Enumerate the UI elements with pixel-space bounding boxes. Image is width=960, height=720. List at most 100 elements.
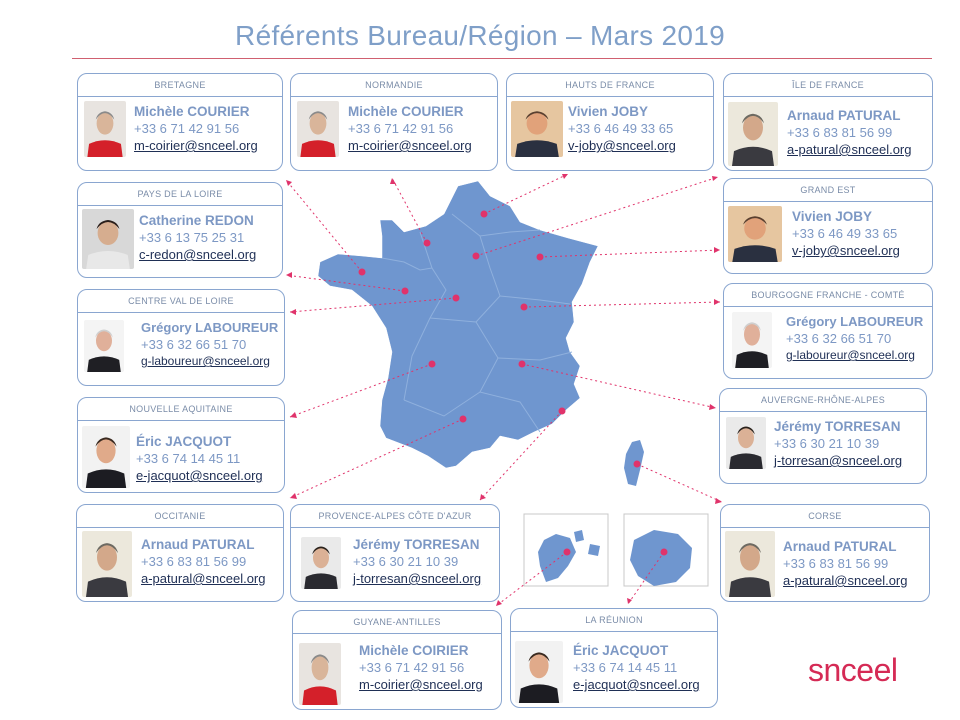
contact-phone: +33 6 74 14 45 11 bbox=[136, 451, 241, 466]
photo-man-grey bbox=[725, 531, 775, 597]
card-normandie: NORMANDIE Michèle COURIER +33 6 71 42 91… bbox=[290, 73, 498, 171]
photo-man-young bbox=[726, 417, 766, 469]
contact-email-link[interactable]: g-laboureur@snceel.org bbox=[141, 354, 270, 368]
contact-email-link[interactable]: a-patural@snceel.org bbox=[141, 571, 266, 586]
contact-phone: +33 6 30 21 10 39 bbox=[353, 554, 459, 569]
region-label: GUYANE-ANTILLES bbox=[293, 611, 501, 634]
card-pays-de-la-loire: PAYS DE LA LOIRE Catherine REDON +33 6 1… bbox=[77, 182, 283, 278]
contact-email-link[interactable]: a-patural@snceel.org bbox=[787, 142, 912, 157]
contact-name: Éric JACQUOT bbox=[573, 643, 669, 658]
card-grand-est: GRAND EST Vivien JOBY +33 6 46 49 33 65 … bbox=[723, 178, 933, 274]
photo-woman-red bbox=[297, 101, 339, 157]
region-label: BOURGOGNE FRANCHE - COMTÉ bbox=[724, 284, 932, 307]
contact-phone: +33 6 71 42 91 56 bbox=[359, 660, 465, 675]
card-centre-val-de-loire: CENTRE VAL DE LOIRE Grégory LABOUREUR +3… bbox=[77, 289, 285, 386]
card-ile-de-france: ÎLE DE FRANCE Arnaud PATURAL +33 6 83 81… bbox=[723, 73, 933, 171]
contact-name: Catherine REDON bbox=[139, 213, 254, 228]
contact-name: Jérémy TORRESAN bbox=[353, 537, 480, 552]
card-guyane-antilles: GUYANE-ANTILLES Michèle COIRIER +33 6 71… bbox=[292, 610, 502, 710]
contact-email-link[interactable]: e-jacquot@snceel.org bbox=[573, 677, 700, 692]
contact-name: Arnaud PATURAL bbox=[141, 537, 255, 552]
contact-phone: +33 6 83 81 56 99 bbox=[787, 125, 893, 140]
photo-woman-red bbox=[84, 101, 126, 157]
card-hauts-de-france: HAUTS DE FRANCE Vivien JOBY +33 6 46 49 … bbox=[506, 73, 714, 171]
region-label: NORMANDIE bbox=[291, 74, 497, 97]
contact-name: Éric JACQUOT bbox=[136, 434, 232, 449]
region-label: PROVENCE-ALPES CÔTE D'AZUR bbox=[291, 505, 499, 528]
photo-man-bald bbox=[511, 101, 563, 157]
card-provence-alpes-cote-dazur: PROVENCE-ALPES CÔTE D'AZUR Jérémy TORRES… bbox=[290, 504, 500, 602]
connector-lines bbox=[285, 173, 723, 607]
contact-name: Grégory LABOUREUR bbox=[786, 314, 924, 329]
contact-phone: +33 6 32 66 51 70 bbox=[141, 337, 247, 352]
contact-phone: +33 6 46 49 33 65 bbox=[568, 121, 674, 136]
photo-man-white bbox=[84, 320, 124, 372]
contact-phone: +33 6 74 14 45 11 bbox=[573, 660, 678, 675]
photo-man-suit bbox=[515, 641, 563, 703]
region-label: CENTRE VAL DE LOIRE bbox=[78, 290, 284, 313]
card-la-reunion: LA RÉUNION Éric JACQUOT +33 6 74 14 45 1… bbox=[510, 608, 718, 708]
title-divider bbox=[72, 58, 932, 59]
contact-phone: +33 6 71 42 91 56 bbox=[134, 121, 240, 136]
contact-email-link[interactable]: m-coirier@snceel.org bbox=[134, 138, 258, 153]
contact-phone: +33 6 83 81 56 99 bbox=[141, 554, 247, 569]
contact-name: Vivien JOBY bbox=[568, 104, 649, 119]
region-dots bbox=[358, 210, 668, 556]
contact-email-link[interactable]: g-laboureur@snceel.org bbox=[786, 348, 915, 362]
photo-man-grey bbox=[82, 531, 132, 597]
contact-name: Jérémy TORRESAN bbox=[774, 419, 901, 434]
card-bourgogne-franche-comte: BOURGOGNE FRANCHE - COMTÉ Grégory LABOUR… bbox=[723, 283, 933, 379]
photo-man-young bbox=[301, 537, 341, 589]
region-label: OCCITANIE bbox=[77, 505, 283, 528]
contact-email-link[interactable]: j-torresan@snceel.org bbox=[353, 571, 482, 586]
contact-name: Michèle COIRIER bbox=[359, 643, 469, 658]
contact-email-link[interactable]: m-coirier@snceel.org bbox=[348, 138, 472, 153]
connector-arrowheads bbox=[286, 174, 722, 606]
region-label: CORSE bbox=[721, 505, 929, 528]
contact-phone: +33 6 83 81 56 99 bbox=[783, 556, 889, 571]
contact-name: Michèle COURIER bbox=[134, 104, 250, 119]
contact-phone: +33 6 13 75 25 31 bbox=[139, 230, 245, 245]
reunion-shape bbox=[630, 530, 692, 586]
contact-phone: +33 6 46 49 33 65 bbox=[792, 226, 898, 241]
card-bretagne: BRETAGNE Michèle COURIER +33 6 71 42 91 … bbox=[77, 73, 283, 171]
contact-email-link[interactable]: e-jacquot@snceel.org bbox=[136, 468, 263, 483]
region-label: NOUVELLE AQUITAINE bbox=[78, 398, 284, 421]
contact-phone: +33 6 32 66 51 70 bbox=[786, 331, 892, 346]
photo-woman-red bbox=[299, 643, 341, 705]
france-mainland-shape bbox=[317, 180, 599, 469]
photo-man-white bbox=[732, 312, 772, 368]
guyane-antilles-shape bbox=[538, 534, 576, 582]
contact-email-link[interactable]: v-joby@snceel.org bbox=[792, 243, 900, 258]
photo-man-grey bbox=[728, 102, 778, 166]
region-label: AUVERGNE-RHÔNE-ALPES bbox=[720, 389, 926, 412]
contact-email-link[interactable]: a-patural@snceel.org bbox=[783, 573, 908, 588]
region-label: PAYS DE LA LOIRE bbox=[78, 183, 282, 206]
region-boundaries bbox=[381, 213, 573, 433]
snceel-logo: snceel bbox=[808, 652, 898, 688]
region-label: HAUTS DE FRANCE bbox=[507, 74, 713, 97]
contact-name: Grégory LABOUREUR bbox=[141, 320, 279, 335]
photo-man-suit bbox=[82, 426, 130, 488]
contact-email-link[interactable]: j-torresan@snceel.org bbox=[774, 453, 903, 468]
contact-email-link[interactable]: m-coirier@snceel.org bbox=[359, 677, 483, 692]
contact-name: Michèle COURIER bbox=[348, 104, 464, 119]
contact-name: Vivien JOBY bbox=[792, 209, 873, 224]
card-auvergne-rhone-alpes: AUVERGNE-RHÔNE-ALPES Jérémy TORRESAN +33… bbox=[719, 388, 927, 484]
contact-name: Arnaud PATURAL bbox=[787, 108, 901, 123]
region-label: LA RÉUNION bbox=[511, 609, 717, 632]
contact-email-link[interactable]: c-redon@snceel.org bbox=[139, 247, 257, 262]
card-corse: CORSE Arnaud PATURAL +33 6 83 81 56 99 a… bbox=[720, 504, 930, 602]
region-label: ÎLE DE FRANCE bbox=[724, 74, 932, 97]
page-title: Référents Bureau/Région – Mars 2019 bbox=[235, 20, 725, 51]
card-occitanie: OCCITANIE Arnaud PATURAL +33 6 83 81 56 … bbox=[76, 504, 284, 602]
contact-phone: +33 6 30 21 10 39 bbox=[774, 436, 880, 451]
contact-phone: +33 6 71 42 91 56 bbox=[348, 121, 454, 136]
photo-woman-dark bbox=[82, 209, 134, 269]
contact-name: Arnaud PATURAL bbox=[783, 539, 897, 554]
contact-email-link[interactable]: v-joby@snceel.org bbox=[568, 138, 676, 153]
photo-man-bald bbox=[728, 206, 782, 262]
region-label: BRETAGNE bbox=[78, 74, 282, 97]
region-label: GRAND EST bbox=[724, 179, 932, 202]
